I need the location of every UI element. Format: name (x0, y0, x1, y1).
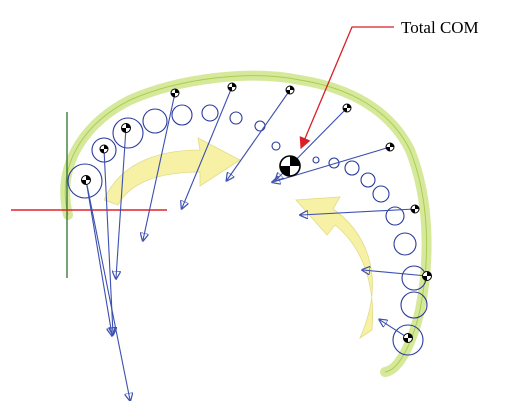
segment-circle (344, 160, 360, 176)
com-marker-icon (227, 82, 237, 92)
com-marker-icon (99, 144, 109, 154)
trajectory-body-outline (60, 70, 432, 377)
total-com-annotation: Total COM (299, 18, 479, 150)
segment-circle (312, 156, 320, 164)
com-marker-icon (285, 85, 295, 95)
segment-circle (67, 163, 103, 199)
force-vector (143, 92, 176, 240)
force-vector (227, 89, 291, 180)
com-marker-icon (422, 271, 432, 281)
force-vector (116, 127, 127, 278)
force-vector (85, 179, 130, 400)
trajectory-band-inner (64, 75, 428, 373)
segment-circle (91, 137, 117, 163)
segment-circle (360, 172, 376, 188)
com-marker-icon (170, 88, 180, 98)
segment-circle (385, 206, 405, 226)
segment-circle (372, 185, 390, 203)
segment-circle (400, 291, 428, 319)
segment-circle (328, 157, 340, 169)
segment-circle (392, 324, 424, 356)
segment-circle (142, 108, 168, 134)
force-vector (363, 270, 428, 277)
segment-circle (171, 104, 193, 126)
force-vector (103, 148, 113, 334)
total-com-marker-icon (279, 155, 301, 177)
segment-circle (254, 120, 266, 132)
com-marker-icon (81, 175, 91, 185)
force-vector (380, 320, 409, 339)
com-marker-icon (385, 142, 395, 152)
rotation-arrow-left (103, 137, 241, 206)
force-vectors (85, 86, 428, 400)
com-marker-icon (410, 204, 420, 214)
com-marker-icon (121, 123, 131, 133)
segment-circle (271, 141, 281, 151)
segment-circle (393, 232, 417, 256)
segment-com-markers (81, 82, 432, 343)
force-vector (182, 86, 233, 208)
segment-circle (112, 117, 144, 149)
rotation-arrow-right (295, 196, 374, 340)
total-com-label: Total COM (401, 18, 479, 37)
segment-circles (67, 104, 428, 356)
segment-circle (229, 111, 243, 125)
com-marker-icon (342, 103, 352, 113)
force-vector (85, 179, 112, 335)
force-vector (301, 208, 416, 215)
total-com-pointer-line (299, 26, 394, 150)
segment-circle (201, 104, 219, 122)
com-marker-icon (403, 333, 413, 343)
